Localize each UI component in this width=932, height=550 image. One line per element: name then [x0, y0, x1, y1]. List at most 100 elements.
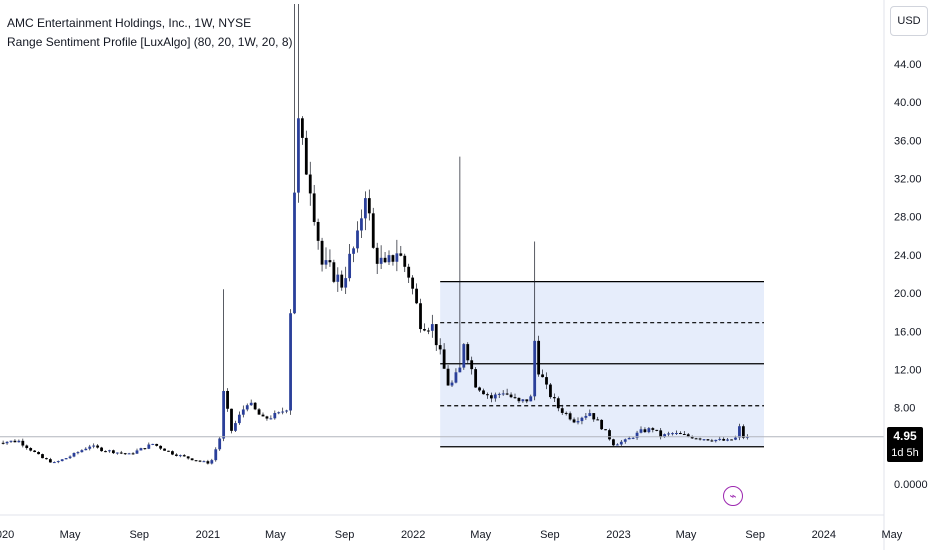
candle: [694, 437, 698, 440]
candle: [186, 456, 190, 460]
candle: [505, 388, 509, 396]
candle: [214, 447, 218, 462]
candle: [604, 429, 607, 431]
candle: [647, 426, 651, 434]
candle: [155, 443, 159, 447]
candle: [564, 411, 568, 416]
candle: [612, 438, 615, 447]
y-tick-label: 8.00: [894, 403, 915, 415]
candle: [96, 444, 100, 449]
candle: [458, 156, 462, 373]
x-tick-label: Sep: [129, 529, 149, 541]
candle: [115, 452, 119, 455]
candle: [493, 392, 497, 402]
candle: [434, 324, 438, 351]
candle: [375, 242, 379, 275]
candle: [446, 365, 450, 386]
candle: [245, 403, 249, 412]
candle: [194, 460, 198, 462]
y-tick-label: 24.00: [894, 250, 922, 262]
range-sentiment-profile: [440, 281, 764, 448]
candle: [21, 438, 25, 448]
candle: [135, 448, 139, 455]
candle: [710, 438, 714, 442]
candle: [316, 218, 320, 250]
candle: [474, 367, 478, 388]
candle: [281, 407, 285, 415]
candle: [714, 439, 718, 443]
candle: [545, 372, 548, 390]
candle: [639, 426, 643, 434]
candle: [560, 404, 564, 415]
indicator-title[interactable]: Range Sentiment Profile [LuxAlgo] (80, 2…: [7, 35, 293, 49]
candle: [423, 323, 426, 332]
x-tick-label: Sep: [540, 529, 560, 541]
currency-button[interactable]: USD: [890, 6, 928, 36]
lightning-icon[interactable]: ⌁: [723, 486, 743, 506]
candle: [17, 439, 21, 443]
y-tick-label: 12.00: [894, 364, 922, 376]
candle: [131, 452, 135, 455]
symbol-title[interactable]: AMC Entertainment Holdings, Inc., 1W, NY…: [7, 16, 252, 30]
candle: [722, 437, 726, 441]
candle: [426, 327, 430, 335]
candle: [312, 184, 316, 226]
x-tick-label: 2024: [812, 529, 836, 541]
y-tick-label: 0.0000: [894, 479, 928, 491]
candle: [100, 446, 103, 452]
candle: [147, 442, 151, 450]
candle: [419, 298, 422, 333]
candle: [379, 245, 383, 269]
candle: [92, 443, 96, 449]
candle: [470, 356, 474, 375]
candle: [497, 392, 501, 399]
candle: [643, 427, 647, 433]
candle: [328, 249, 332, 267]
candle: [730, 439, 733, 441]
candle: [1, 440, 5, 445]
candle: [675, 430, 678, 436]
candle: [289, 309, 292, 415]
candle: [84, 447, 88, 451]
candle: [76, 451, 80, 455]
candle: [352, 246, 355, 263]
candle: [635, 430, 639, 440]
candle: [580, 416, 584, 425]
candle: [344, 266, 348, 294]
candle: [549, 382, 552, 399]
candle: [273, 410, 277, 420]
candle: [206, 459, 210, 465]
candle: [521, 399, 525, 403]
candle: [104, 450, 107, 453]
y-tick-label: 20.00: [894, 288, 922, 300]
last-price-tag: 4.95 1d 5h: [887, 427, 923, 462]
candle: [167, 450, 170, 452]
candle: [391, 254, 395, 266]
candle: [198, 460, 202, 463]
candle: [619, 439, 623, 446]
candle: [9, 440, 13, 443]
candle: [324, 247, 328, 269]
candle: [234, 420, 237, 433]
candle: [450, 380, 454, 388]
x-tick-label: Sep: [335, 529, 355, 541]
candle: [293, 4, 296, 315]
candle: [25, 444, 29, 450]
candle: [596, 416, 600, 421]
candle: [738, 423, 741, 441]
candle: [308, 161, 312, 206]
candle: [438, 338, 442, 355]
candle: [33, 450, 37, 453]
candle: [127, 452, 131, 455]
y-tick-label: 32.00: [894, 174, 922, 186]
candle: [367, 189, 371, 221]
candle: [60, 459, 64, 462]
bar-countdown: 1d 5h: [891, 447, 919, 459]
y-tick-label: 28.00: [894, 212, 922, 224]
candle: [277, 411, 281, 415]
x-tick-label: May: [60, 529, 81, 541]
candle: [285, 409, 289, 414]
candle: [230, 408, 233, 434]
